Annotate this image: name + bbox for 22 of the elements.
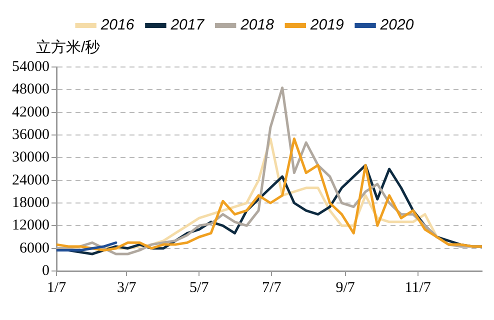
y-tick-label: 36000: [12, 126, 50, 143]
y-tick-label: 42000: [12, 104, 50, 120]
y-tick-label: 6000: [20, 240, 50, 256]
x-tick-label: 7/7: [262, 280, 282, 296]
x-tick-label: 1/7: [46, 280, 67, 296]
y-axis-title: 立方米/秒: [36, 38, 100, 57]
y-tick-label: 18000: [12, 194, 50, 211]
x-tick-label: 3/7: [117, 280, 137, 296]
x-tick-label: 5/7: [190, 280, 210, 296]
y-tick-label: 12000: [12, 218, 50, 234]
legend-label: 2017: [170, 16, 205, 34]
legend-label: 2016: [100, 16, 135, 34]
x-tick-label: 11/7: [404, 280, 432, 296]
legend-label: 2018: [240, 16, 275, 34]
x-tick-label: 9/7: [336, 280, 356, 296]
legend-label: 2020: [379, 16, 414, 34]
legend-label: 2019: [309, 16, 344, 34]
y-tick-label: 0: [42, 262, 50, 279]
y-tick-label: 30000: [12, 150, 50, 166]
y-tick-label: 48000: [12, 82, 50, 98]
y-tick-label: 24000: [12, 172, 50, 188]
y-tick-label: 54000: [12, 58, 50, 75]
